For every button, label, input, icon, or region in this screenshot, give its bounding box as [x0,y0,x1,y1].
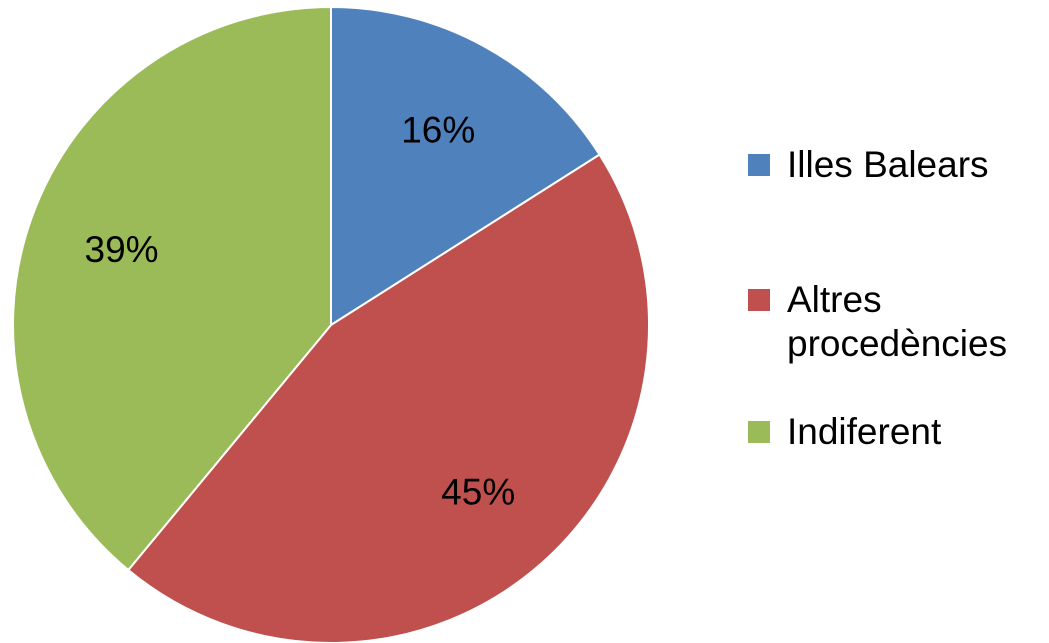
pie-data-labels: 16% 45% 39% [85,109,516,512]
pie-slice-illes-balears [330,5,601,327]
pie-slice-altres-procedencies [126,153,650,643]
legend-swatch-illes-balears [748,154,770,176]
legend-swatch-altres-procedencies [748,289,770,311]
legend-label-illes-balears: Illes Balears [787,144,989,185]
legend-item-indiferent: Indiferent [748,410,1037,454]
data-label-altres-procedencies: 45% [441,471,515,512]
data-label-indiferent: 39% [85,229,159,270]
legend-label-altres-procedencies: Altres procedències [787,279,1008,364]
data-label-illes-balears: 16% [401,109,475,150]
legend-swatch-indiferent [748,421,770,443]
legend-label-indiferent: Indiferent [787,411,942,452]
pie-plot-area: 16% 45% 39% [12,5,650,643]
legend-item-altres-procedencies: Altres procedències [748,278,1037,366]
pie-slice-indiferent [12,5,332,572]
pie-slices [12,5,650,643]
legend-item-illes-balears: Illes Balears [748,143,1037,187]
